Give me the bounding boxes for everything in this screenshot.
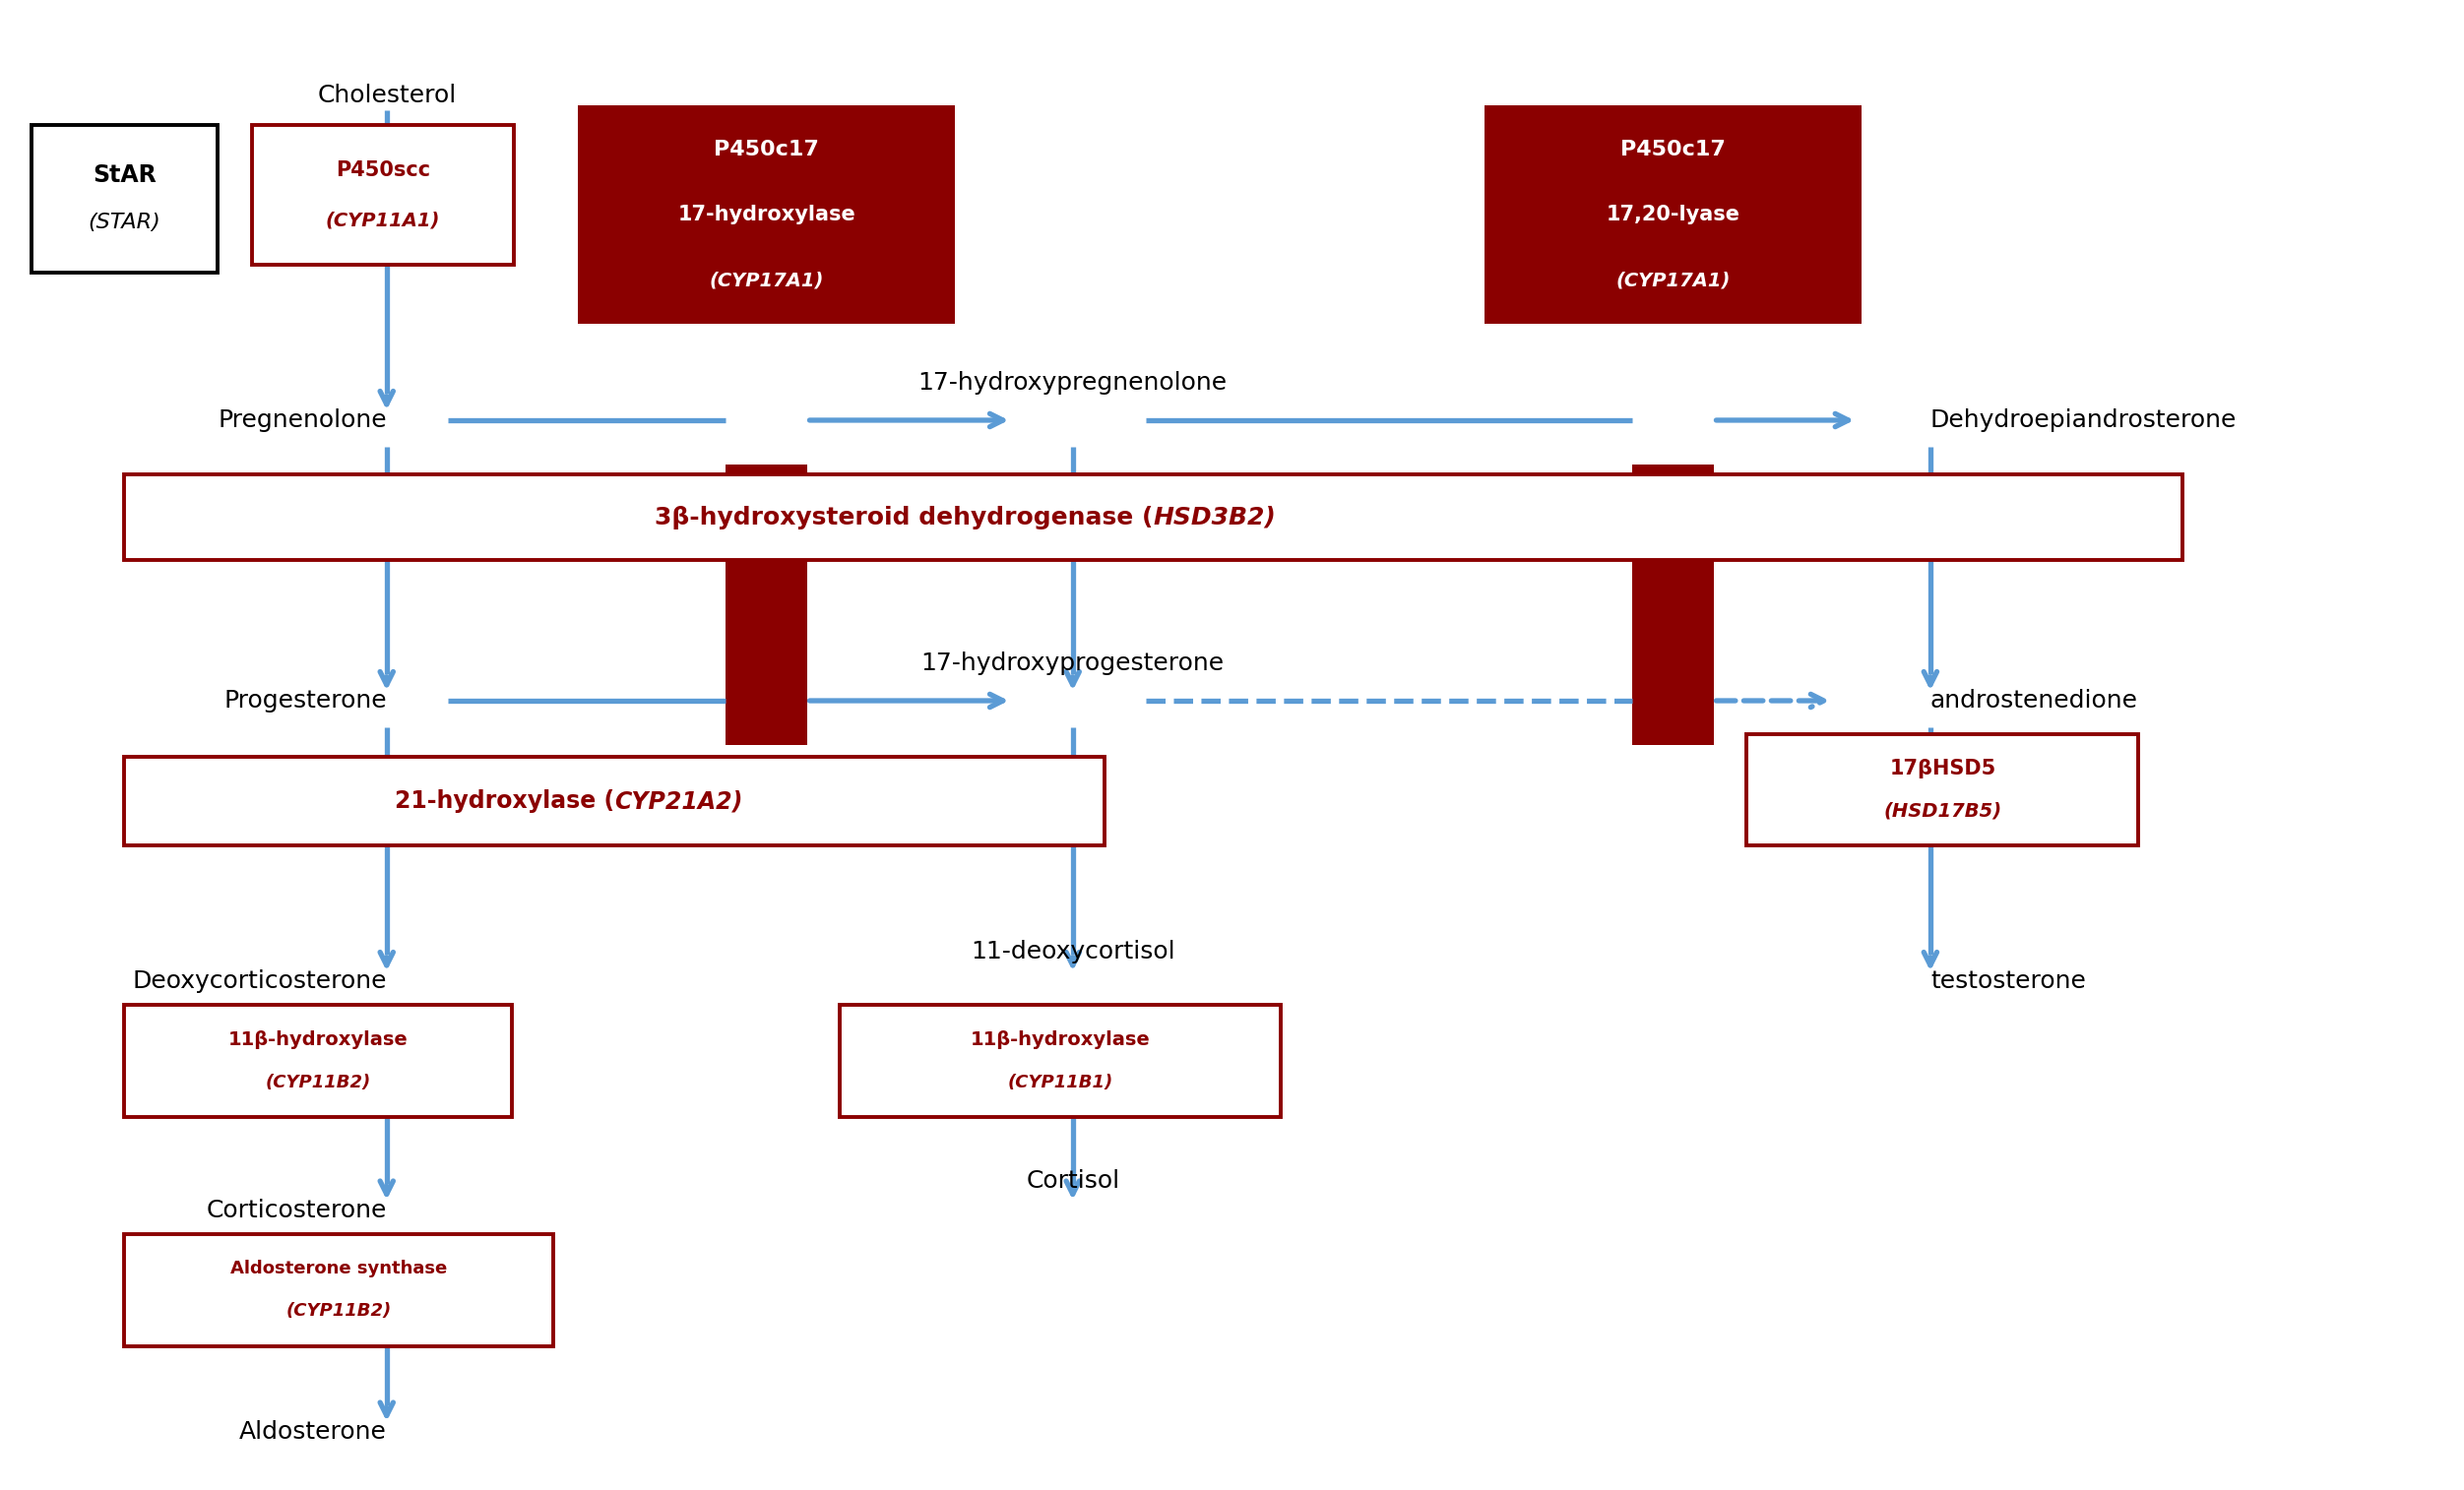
Bar <box>577 106 956 325</box>
Text: Pregnenolone: Pregnenolone <box>217 408 387 432</box>
Text: (CYP11B1): (CYP11B1) <box>1008 1073 1114 1091</box>
Text: testosterone: testosterone <box>1929 970 2085 992</box>
Text: (CYP17A1): (CYP17A1) <box>1616 271 1730 291</box>
Text: 11β-hydroxylase: 11β-hydroxylase <box>971 1030 1151 1049</box>
Text: 17-hydroxyprogesterone: 17-hydroxyprogesterone <box>922 653 1225 675</box>
Text: 11-deoxycortisol: 11-deoxycortisol <box>971 940 1175 964</box>
Text: (CYP11B2): (CYP11B2) <box>286 1302 392 1320</box>
Text: Dehydroepiandrosterone: Dehydroepiandrosterone <box>1929 408 2237 432</box>
Bar <box>251 125 515 265</box>
Text: (CYP11B2): (CYP11B2) <box>266 1073 370 1091</box>
Text: HSD3B2): HSD3B2) <box>1153 505 1276 529</box>
Text: Cortisol: Cortisol <box>1025 1168 1119 1192</box>
Text: P450c17: P450c17 <box>1621 140 1725 159</box>
Bar <box>126 757 1104 845</box>
Bar <box>126 1004 513 1118</box>
Bar <box>840 1004 1281 1118</box>
Text: Aldosterone synthase: Aldosterone synthase <box>232 1259 448 1277</box>
Text: 3β-hydroxysteroid dehydrogenase (: 3β-hydroxysteroid dehydrogenase ( <box>655 505 1153 529</box>
Text: StAR: StAR <box>94 164 155 186</box>
Text: (HSD17B5): (HSD17B5) <box>1882 802 2001 821</box>
Text: Progesterone: Progesterone <box>224 688 387 712</box>
Text: 17βHSD5: 17βHSD5 <box>1890 758 1996 779</box>
Text: 17-hydroxylase: 17-hydroxylase <box>678 206 855 225</box>
Text: Aldosterone: Aldosterone <box>239 1420 387 1444</box>
Bar <box>1747 735 2139 845</box>
Text: (CYP11A1): (CYP11A1) <box>325 212 441 229</box>
Bar <box>727 465 806 745</box>
Bar <box>1634 465 1712 745</box>
Bar <box>32 125 217 273</box>
Text: (CYP17A1): (CYP17A1) <box>710 271 823 291</box>
Text: Deoxycorticosterone: Deoxycorticosterone <box>133 970 387 992</box>
Text: 11β-hydroxylase: 11β-hydroxylase <box>229 1030 409 1049</box>
Text: (STAR): (STAR) <box>89 213 160 232</box>
Bar <box>1483 106 1863 325</box>
Text: 17,20-lyase: 17,20-lyase <box>1607 206 1740 225</box>
Text: Corticosterone: Corticosterone <box>207 1198 387 1222</box>
Text: 17-hydroxypregnenolone: 17-hydroxypregnenolone <box>919 371 1227 395</box>
Text: CYP21A2): CYP21A2) <box>614 790 742 814</box>
Bar <box>126 475 2183 560</box>
Text: Cholesterol: Cholesterol <box>318 83 456 107</box>
Text: 21-hydroxylase (: 21-hydroxylase ( <box>394 790 614 814</box>
Text: P450scc: P450scc <box>335 159 431 180</box>
Text: P450c17: P450c17 <box>715 140 818 159</box>
Text: androstenedione: androstenedione <box>1929 688 2139 712</box>
Bar <box>126 1234 554 1345</box>
